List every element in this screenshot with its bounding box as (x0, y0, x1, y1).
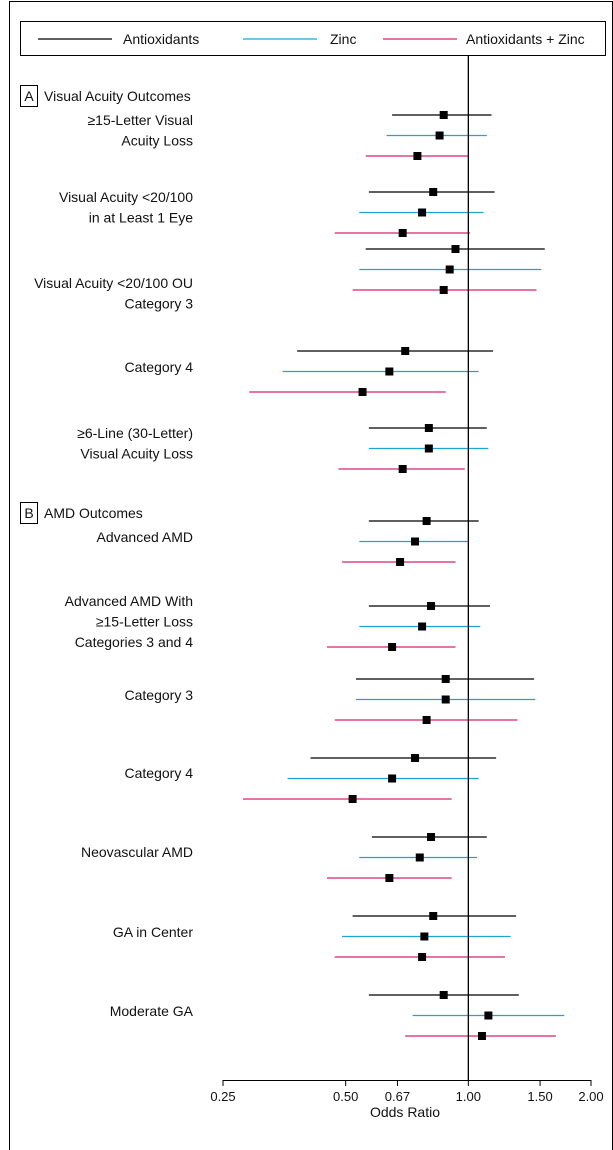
outcome-label: ≥15-Letter Visual (88, 112, 194, 128)
x-tick-label: 0.67 (385, 1089, 410, 1104)
legend: Antioxidants Zinc Antioxidants + Zinc (20, 21, 606, 56)
outcome-label: Visual Acuity <20/100 (59, 189, 193, 205)
outcome-label: Category 3 (125, 296, 194, 312)
outcome-label: Category 4 (125, 765, 194, 781)
x-tick-label: 1.00 (456, 1089, 481, 1104)
point-estimate-antioxidants (451, 245, 460, 253)
legend-label-zinc: Zinc (330, 31, 356, 47)
point-estimate-antioxidants (429, 188, 438, 196)
point-estimate-zinc (418, 208, 427, 217)
x-tick-label: 1.50 (527, 1089, 552, 1104)
section-b-letter: B (24, 505, 33, 521)
x-tick-label: 0.25 (210, 1089, 235, 1104)
point-estimate-zinc (445, 265, 454, 274)
point-estimate-antioxidants-zinc (396, 558, 405, 566)
point-estimate-zinc (388, 774, 397, 783)
point-estimate-zinc (424, 444, 433, 453)
point-estimate-antioxidants (427, 833, 436, 841)
x-tick-label: 2.00 (578, 1089, 603, 1104)
point-estimate-antioxidants-zinc (418, 953, 427, 961)
point-estimate-antioxidants-zinc (477, 1032, 486, 1040)
x-axis-title: Odds Ratio (370, 1104, 440, 1120)
point-estimate-antioxidants (424, 424, 433, 432)
point-estimate-antioxidants (439, 111, 448, 119)
outcome-label: Acuity Loss (121, 133, 193, 149)
legend-label-antioxidants-zinc: Antioxidants + Zinc (466, 31, 585, 47)
outcome-label: Advanced AMD With (65, 593, 193, 609)
section-b-letter-box (20, 502, 38, 524)
x-tick-label: 0.50 (333, 1089, 358, 1104)
outcome-label: Category 3 (125, 687, 194, 703)
point-estimate-antioxidants-zinc (398, 465, 407, 473)
chart-marks (243, 111, 565, 1040)
point-estimate-zinc (484, 1011, 493, 1020)
point-estimate-antioxidants-zinc (422, 716, 431, 724)
point-estimate-antioxidants (411, 754, 420, 762)
outcome-label: GA in Center (113, 924, 193, 940)
point-estimate-antioxidants (429, 912, 438, 920)
point-estimate-antioxidants-zinc (413, 152, 422, 160)
section-b-title: AMD Outcomes (44, 505, 143, 521)
point-estimate-antioxidants (422, 517, 431, 525)
outcome-label: Category 4 (125, 359, 194, 375)
outcome-label: ≥6-Line (30-Letter) (77, 425, 193, 441)
outcome-label: Categories 3 and 4 (75, 634, 194, 650)
point-estimate-antioxidants-zinc (388, 643, 397, 651)
outcome-label: ≥15-Letter Loss (96, 614, 193, 630)
point-estimate-antioxidants (427, 602, 436, 610)
outcome-label: Visual Acuity <20/100 OU (34, 275, 193, 291)
point-estimate-antioxidants-zinc (358, 388, 367, 396)
section-a-letter-box (20, 85, 38, 107)
point-estimate-antioxidants-zinc (348, 795, 357, 803)
point-estimate-antioxidants-zinc (439, 286, 448, 294)
point-estimate-zinc (435, 131, 444, 140)
outcome-label: Visual Acuity Loss (80, 446, 193, 462)
section-a-letter: A (24, 88, 34, 104)
point-estimate-zinc (418, 622, 427, 631)
point-estimate-antioxidants (439, 991, 448, 999)
outcome-label: Moderate GA (110, 1003, 194, 1019)
outcome-label: in at Least 1 Eye (89, 210, 194, 226)
point-estimate-zinc (385, 367, 394, 376)
point-estimate-zinc (420, 932, 429, 941)
x-axis: 0.25 0.50 0.67 1.00 1.50 2.00 (210, 1080, 604, 1104)
point-estimate-antioxidants (441, 675, 450, 683)
point-estimate-zinc (411, 537, 420, 546)
point-estimate-antioxidants-zinc (398, 229, 407, 237)
point-estimate-zinc (415, 853, 424, 862)
outcome-labels: ≥15-Letter Visual Acuity Loss Visual Acuit… (34, 112, 194, 1019)
outcome-label: Neovascular AMD (81, 844, 193, 860)
point-estimate-antioxidants-zinc (385, 874, 394, 882)
legend-label-antioxidants: Antioxidants (123, 31, 199, 47)
point-estimate-antioxidants (401, 347, 410, 355)
point-estimate-zinc (441, 695, 450, 704)
outcome-label: Advanced AMD (97, 529, 194, 545)
section-a-title: Visual Acuity Outcomes (44, 88, 191, 104)
